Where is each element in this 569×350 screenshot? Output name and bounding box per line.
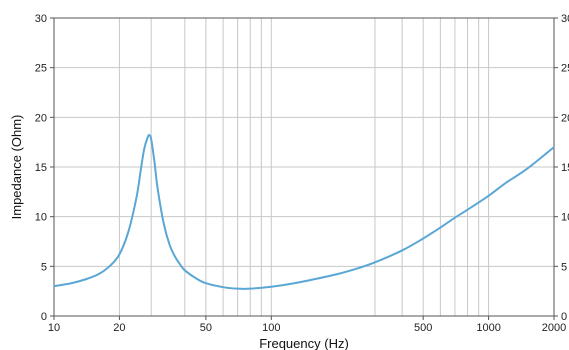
y-tick-label: 10 [35,212,47,224]
x-tick-label: 10 [48,322,60,334]
y-tick-label-right: 0 [561,311,567,323]
y-tick-label-right: 20 [561,112,569,124]
y-tick-label: 15 [35,162,47,174]
series-group [53,134,555,290]
x-tick-label: 20 [113,322,125,334]
x-tick-label: 1000 [476,322,500,334]
y-tick-label: 0 [41,311,47,323]
x-tick-label: 2000 [542,322,566,334]
y-axis-title: Impedance (Ohm) [9,115,24,220]
x-axis-title: Frequency (Hz) [259,336,349,350]
y-tick-label: 25 [35,63,47,75]
y-tick-label-right: 5 [561,261,567,273]
y-tick-label: 20 [35,112,47,124]
y-tick-label-right: 30 [561,13,569,25]
grid [54,18,554,316]
y-tick-label-right: 25 [561,63,569,75]
x-tick-label: 50 [200,322,212,334]
y-tick-label-right: 10 [561,212,569,224]
y-tick-label-right: 15 [561,162,569,174]
y-tick-label: 5 [41,261,47,273]
tick-labels: 0 0 5 5 10 10 15 15 20 20 25 25 30 30 10 20 50 100 500 1000… [35,13,569,334]
x-tick-label: 500 [414,322,432,334]
x-tick-label: 100 [262,322,280,334]
impedance-series-line [53,134,555,290]
axis-ticks [50,17,558,320]
y-tick-label: 30 [35,13,47,25]
